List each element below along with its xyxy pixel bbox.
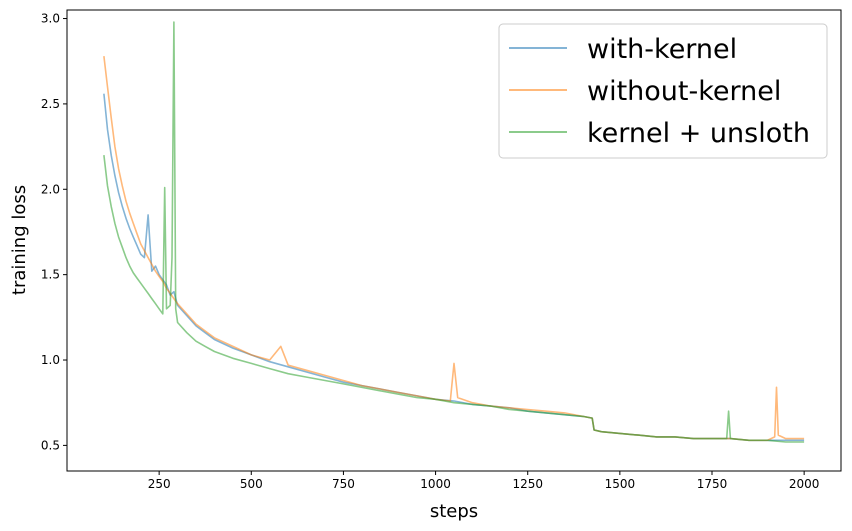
x-tick-label: 1500 bbox=[605, 477, 636, 491]
x-tick-label: 500 bbox=[240, 477, 263, 491]
y-tick-label: 0.5 bbox=[41, 438, 60, 452]
x-axis-title: steps bbox=[430, 501, 478, 522]
legend: with-kernel without-kernel kernel + unslot… bbox=[498, 23, 828, 159]
legend-label-without-kernel: without-kernel bbox=[587, 76, 781, 107]
x-tick-label: 1750 bbox=[697, 477, 728, 491]
y-tick-label: 1.0 bbox=[41, 353, 60, 367]
x-tick-label: 1000 bbox=[420, 477, 451, 491]
x-tick-label: 750 bbox=[332, 477, 355, 491]
x-tick-label: 2000 bbox=[789, 477, 820, 491]
legend-label-kernel-unsloth: kernel + unsloth bbox=[587, 118, 810, 149]
y-tick-label: 2.5 bbox=[41, 97, 60, 111]
legend-frame bbox=[498, 23, 828, 159]
x-axis-ticks: 250 500 750 1000 1250 1500 1750 2000 bbox=[148, 471, 820, 491]
y-tick-label: 1.5 bbox=[41, 268, 60, 282]
x-tick-label: 250 bbox=[148, 477, 171, 491]
y-axis-title: training loss bbox=[9, 185, 30, 295]
y-tick-label: 3.0 bbox=[41, 12, 60, 26]
axes-frame bbox=[66, 9, 842, 472]
legend-label-with-kernel: with-kernel bbox=[587, 34, 737, 65]
y-tick-label: 2.0 bbox=[41, 182, 60, 196]
series-line-kernel-unsloth bbox=[103, 21, 805, 443]
x-tick-label: 1250 bbox=[512, 477, 543, 491]
y-axis-ticks: 0.5 1.0 1.5 2.0 2.5 3.0 bbox=[41, 12, 67, 452]
series-layer bbox=[103, 21, 805, 443]
